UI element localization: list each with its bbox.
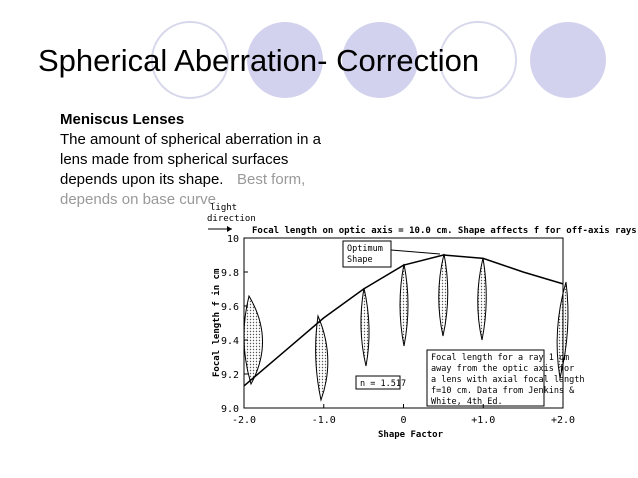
x-tick-label: -1.0 xyxy=(312,415,336,426)
gray-line: Best form, xyxy=(237,171,305,188)
annotation-box xyxy=(342,240,392,268)
note: a lens with axial focal length xyxy=(431,375,585,385)
y-tick-label: 9.6 xyxy=(221,302,239,313)
note-box xyxy=(426,349,545,407)
gray-line: depends on base curve xyxy=(60,191,216,208)
annotation: n = 1.517 xyxy=(360,379,406,389)
slide-title: Spherical Aberration- Correction xyxy=(38,43,479,78)
annotation: light xyxy=(210,203,237,213)
arrow-head xyxy=(227,226,232,232)
annotation: Optimum xyxy=(347,244,383,254)
y-tick-label: 10 xyxy=(227,234,239,245)
body-line: lens made from spherical surfaces xyxy=(60,151,288,168)
y-tick-label: 9.2 xyxy=(221,370,239,381)
note: f=10 cm. Data from Jenkins & xyxy=(431,386,575,396)
lenses xyxy=(243,253,569,402)
y-tick-label: 9.8 xyxy=(221,268,239,279)
note: away from the optic axis for xyxy=(431,364,574,374)
body-line: depends upon its shape. xyxy=(60,171,223,188)
y-tick-label: 9.0 xyxy=(221,404,239,415)
x-tick-label: +2.0 xyxy=(551,415,575,426)
note: Focal length for a ray 1 cm xyxy=(431,353,569,363)
x-tick-label: -2.0 xyxy=(232,415,256,426)
chart-title: Focal length on optic axis = 10.0 cm. Sh… xyxy=(252,225,638,236)
curve xyxy=(243,254,564,387)
decor-circles xyxy=(151,21,606,99)
y-tick-label: 9.4 xyxy=(221,336,239,347)
heading: Meniscus Lenses xyxy=(60,111,184,128)
x-tick-label: 0 xyxy=(400,415,406,426)
y-axis-label: Focal length f in cm xyxy=(211,268,222,377)
note: White, 4th Ed. xyxy=(431,397,503,407)
annotation: direction xyxy=(207,214,256,224)
leader xyxy=(390,249,441,255)
body-line: The amount of spherical aberration in a xyxy=(60,131,322,148)
annotation-box xyxy=(355,375,401,390)
x-axis-label: Shape Factor xyxy=(378,430,444,440)
annotation: Shape xyxy=(347,255,373,265)
x-tick-label: +1.0 xyxy=(471,415,495,426)
